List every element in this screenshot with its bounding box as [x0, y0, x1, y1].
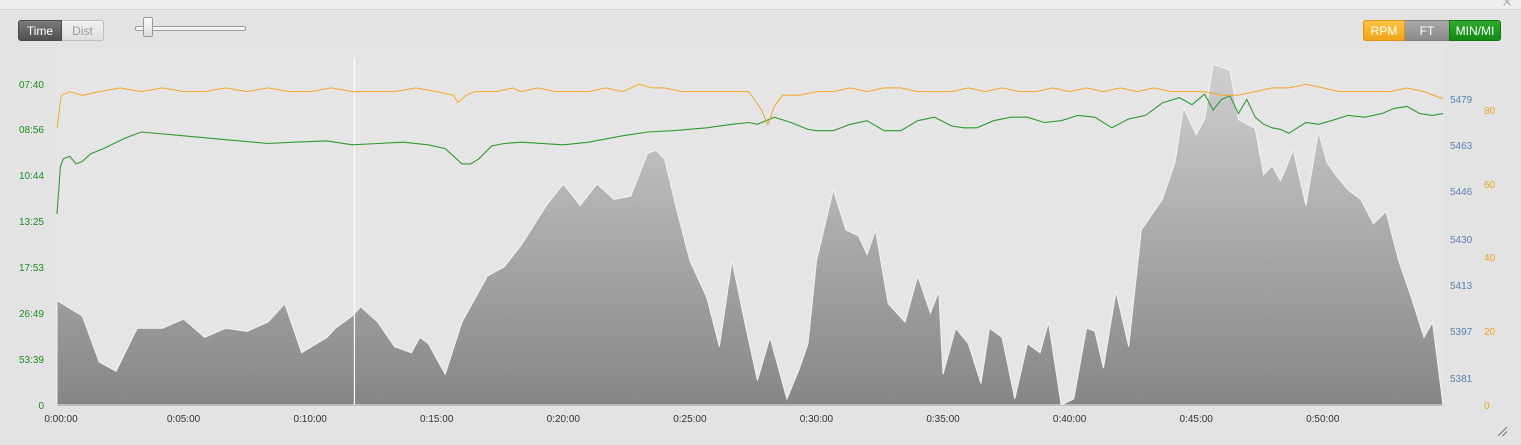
close-icon[interactable]: ✕: [1501, 0, 1513, 10]
resize-grip-icon[interactable]: [1498, 427, 1507, 436]
x-tick-label: 0:50:00: [1306, 414, 1340, 425]
ft-toggle-button[interactable]: FT: [1405, 20, 1449, 41]
series-pace-line: [56, 93, 1444, 214]
distance-mode-button[interactable]: Dist: [62, 20, 104, 41]
x-tick-label: 0:40:00: [1053, 414, 1087, 425]
panel-title-strip: ✕: [0, 0, 1521, 10]
x-tick-label: 0:45:00: [1179, 414, 1213, 425]
elevation-tick-label: 5463: [1450, 141, 1473, 152]
x-tick-label: 0:25:00: [673, 414, 707, 425]
time-mode-button[interactable]: Time: [18, 20, 62, 41]
x-tick-label: 0:30:00: [800, 414, 834, 425]
pace-tick-label: 07:40: [19, 80, 44, 91]
cadence-tick-label: 40: [1484, 253, 1496, 264]
series-toggle-group: RPM FT MIN/MI: [1363, 20, 1501, 41]
pace-tick-label: 53:39: [19, 355, 44, 366]
elevation-tick-label: 5479: [1450, 95, 1473, 106]
x-tick-label: 0:05:00: [167, 414, 201, 425]
cadence-tick-label: 20: [1484, 327, 1496, 338]
cadence-tick-label: 80: [1484, 106, 1496, 117]
elevation-tick-label: 5446: [1450, 187, 1473, 198]
pace-tick-label: 17:53: [19, 263, 44, 274]
x-mode-toggle: Time Dist: [18, 20, 104, 41]
series-cadence-line: [56, 83, 1444, 129]
pace-tick-label: 13:25: [19, 217, 44, 228]
x-tick-label: 0:35:00: [926, 414, 960, 425]
x-tick-label: 0:20:00: [547, 414, 581, 425]
x-tick-label: 0:10:00: [293, 414, 327, 425]
elevation-tick-label: 5430: [1450, 235, 1473, 246]
pace-toggle-button[interactable]: MIN/MI: [1449, 20, 1501, 41]
cadence-tick-label: 0: [1484, 401, 1490, 412]
pace-tick-label: 08:56: [19, 125, 44, 136]
pace-tick-label: 10:44: [19, 171, 44, 182]
cadence-tick-label: 60: [1484, 180, 1496, 191]
x-tick-label: 0:15:00: [420, 414, 454, 425]
pace-tick-label: 26:49: [19, 309, 44, 320]
elevation-tick-label: 5381: [1450, 374, 1473, 385]
pace-tick-label: 0: [38, 401, 44, 412]
elevation-tick-label: 5413: [1450, 281, 1473, 292]
series-elevation-area: [56, 63, 1444, 406]
zoom-slider-handle[interactable]: [143, 17, 153, 37]
rpm-toggle-button[interactable]: RPM: [1363, 20, 1405, 41]
x-tick-label: 0:00:00: [44, 414, 78, 425]
elevation-tick-label: 5397: [1450, 327, 1473, 338]
zoom-slider-track[interactable]: [135, 26, 246, 31]
